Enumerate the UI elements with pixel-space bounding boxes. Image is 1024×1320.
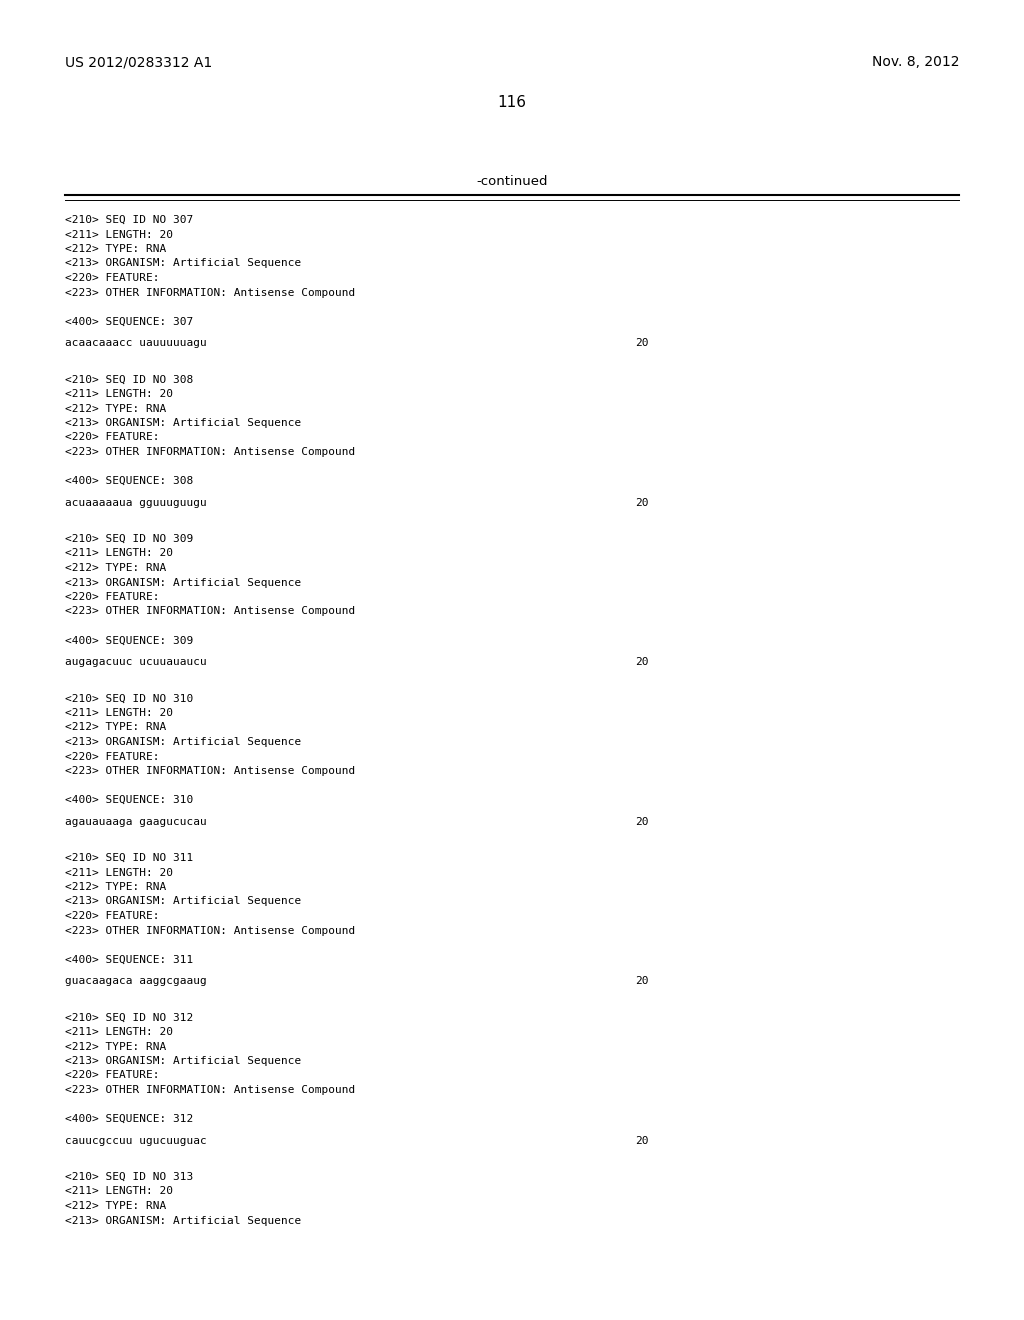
Text: <212> TYPE: RNA: <212> TYPE: RNA xyxy=(65,1201,166,1210)
Text: <400> SEQUENCE: 309: <400> SEQUENCE: 309 xyxy=(65,635,194,645)
Text: 20: 20 xyxy=(635,817,648,826)
Text: acaacaaacc uauuuuuagu: acaacaaacc uauuuuuagu xyxy=(65,338,207,348)
Text: <212> TYPE: RNA: <212> TYPE: RNA xyxy=(65,882,166,892)
Text: 116: 116 xyxy=(498,95,526,110)
Text: US 2012/0283312 A1: US 2012/0283312 A1 xyxy=(65,55,212,69)
Text: <223> OTHER INFORMATION: Antisense Compound: <223> OTHER INFORMATION: Antisense Compo… xyxy=(65,447,355,457)
Text: <211> LENGTH: 20: <211> LENGTH: 20 xyxy=(65,1187,173,1196)
Text: <400> SEQUENCE: 308: <400> SEQUENCE: 308 xyxy=(65,477,194,486)
Text: <400> SEQUENCE: 311: <400> SEQUENCE: 311 xyxy=(65,954,194,965)
Text: <400> SEQUENCE: 307: <400> SEQUENCE: 307 xyxy=(65,317,194,326)
Text: <223> OTHER INFORMATION: Antisense Compound: <223> OTHER INFORMATION: Antisense Compo… xyxy=(65,606,355,616)
Text: <210> SEQ ID NO 312: <210> SEQ ID NO 312 xyxy=(65,1012,194,1023)
Text: <210> SEQ ID NO 311: <210> SEQ ID NO 311 xyxy=(65,853,194,863)
Text: <211> LENGTH: 20: <211> LENGTH: 20 xyxy=(65,1027,173,1038)
Text: <220> FEATURE:: <220> FEATURE: xyxy=(65,911,160,921)
Text: <400> SEQUENCE: 310: <400> SEQUENCE: 310 xyxy=(65,795,194,805)
Text: <212> TYPE: RNA: <212> TYPE: RNA xyxy=(65,564,166,573)
Text: <220> FEATURE:: <220> FEATURE: xyxy=(65,591,160,602)
Text: <213> ORGANISM: Artificial Sequence: <213> ORGANISM: Artificial Sequence xyxy=(65,578,301,587)
Text: <213> ORGANISM: Artificial Sequence: <213> ORGANISM: Artificial Sequence xyxy=(65,737,301,747)
Text: <212> TYPE: RNA: <212> TYPE: RNA xyxy=(65,404,166,413)
Text: cauucgccuu ugucuuguac: cauucgccuu ugucuuguac xyxy=(65,1135,207,1146)
Text: <211> LENGTH: 20: <211> LENGTH: 20 xyxy=(65,867,173,878)
Text: <223> OTHER INFORMATION: Antisense Compound: <223> OTHER INFORMATION: Antisense Compo… xyxy=(65,1085,355,1096)
Text: 20: 20 xyxy=(635,977,648,986)
Text: <220> FEATURE:: <220> FEATURE: xyxy=(65,273,160,282)
Text: <223> OTHER INFORMATION: Antisense Compound: <223> OTHER INFORMATION: Antisense Compo… xyxy=(65,766,355,776)
Text: augagacuuc ucuuauaucu: augagacuuc ucuuauaucu xyxy=(65,657,207,667)
Text: <211> LENGTH: 20: <211> LENGTH: 20 xyxy=(65,549,173,558)
Text: guacaagaca aaggcgaaug: guacaagaca aaggcgaaug xyxy=(65,977,207,986)
Text: <213> ORGANISM: Artificial Sequence: <213> ORGANISM: Artificial Sequence xyxy=(65,259,301,268)
Text: <210> SEQ ID NO 313: <210> SEQ ID NO 313 xyxy=(65,1172,194,1181)
Text: <211> LENGTH: 20: <211> LENGTH: 20 xyxy=(65,708,173,718)
Text: 20: 20 xyxy=(635,657,648,667)
Text: <210> SEQ ID NO 310: <210> SEQ ID NO 310 xyxy=(65,693,194,704)
Text: <210> SEQ ID NO 309: <210> SEQ ID NO 309 xyxy=(65,535,194,544)
Text: <211> LENGTH: 20: <211> LENGTH: 20 xyxy=(65,230,173,239)
Text: <220> FEATURE:: <220> FEATURE: xyxy=(65,433,160,442)
Text: <210> SEQ ID NO 307: <210> SEQ ID NO 307 xyxy=(65,215,194,224)
Text: <213> ORGANISM: Artificial Sequence: <213> ORGANISM: Artificial Sequence xyxy=(65,1216,301,1225)
Text: <212> TYPE: RNA: <212> TYPE: RNA xyxy=(65,722,166,733)
Text: acuaaaaaua gguuuguugu: acuaaaaaua gguuuguugu xyxy=(65,498,207,508)
Text: Nov. 8, 2012: Nov. 8, 2012 xyxy=(871,55,959,69)
Text: <220> FEATURE:: <220> FEATURE: xyxy=(65,751,160,762)
Text: 20: 20 xyxy=(635,1135,648,1146)
Text: <223> OTHER INFORMATION: Antisense Compound: <223> OTHER INFORMATION: Antisense Compo… xyxy=(65,288,355,297)
Text: 20: 20 xyxy=(635,498,648,508)
Text: <212> TYPE: RNA: <212> TYPE: RNA xyxy=(65,1041,166,1052)
Text: <211> LENGTH: 20: <211> LENGTH: 20 xyxy=(65,389,173,399)
Text: <210> SEQ ID NO 308: <210> SEQ ID NO 308 xyxy=(65,375,194,384)
Text: <400> SEQUENCE: 312: <400> SEQUENCE: 312 xyxy=(65,1114,194,1125)
Text: <213> ORGANISM: Artificial Sequence: <213> ORGANISM: Artificial Sequence xyxy=(65,1056,301,1067)
Text: <220> FEATURE:: <220> FEATURE: xyxy=(65,1071,160,1081)
Text: -continued: -continued xyxy=(476,176,548,187)
Text: <213> ORGANISM: Artificial Sequence: <213> ORGANISM: Artificial Sequence xyxy=(65,418,301,428)
Text: 20: 20 xyxy=(635,338,648,348)
Text: agauauaaga gaagucucau: agauauaaga gaagucucau xyxy=(65,817,207,826)
Text: <213> ORGANISM: Artificial Sequence: <213> ORGANISM: Artificial Sequence xyxy=(65,896,301,907)
Text: <223> OTHER INFORMATION: Antisense Compound: <223> OTHER INFORMATION: Antisense Compo… xyxy=(65,925,355,936)
Text: <212> TYPE: RNA: <212> TYPE: RNA xyxy=(65,244,166,253)
